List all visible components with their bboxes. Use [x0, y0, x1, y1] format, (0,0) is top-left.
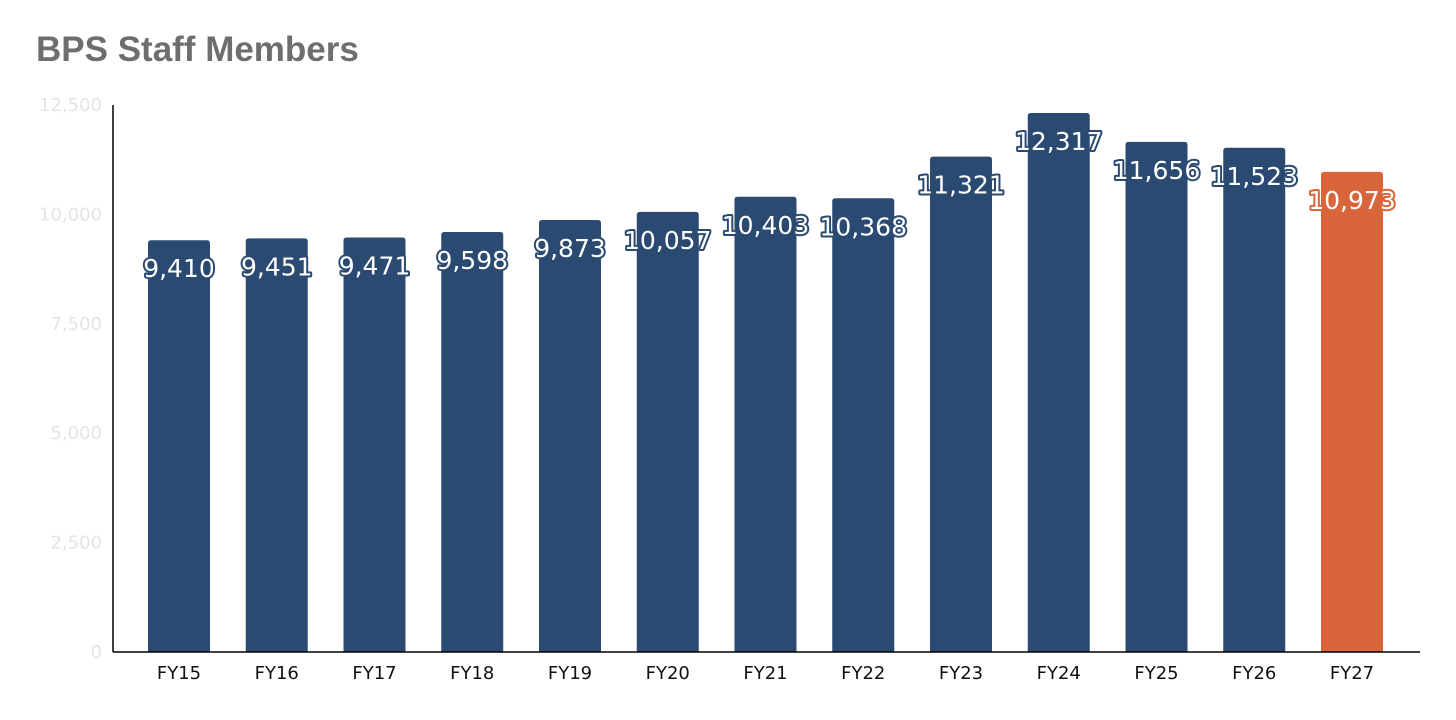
- data-label: 10,057: [624, 226, 711, 255]
- data-label: 9,471: [339, 252, 411, 281]
- y-tick-label: 2,500: [50, 533, 102, 554]
- x-tick-label: FY15: [157, 663, 201, 684]
- data-label: 12,317: [1015, 127, 1102, 156]
- x-tick-label: FY27: [1330, 663, 1374, 684]
- bars: [148, 113, 1383, 653]
- y-tick-label: 10,000: [39, 204, 102, 225]
- y-tick-label: 12,500: [39, 95, 102, 116]
- data-label: 9,598: [436, 246, 508, 275]
- bar: [930, 156, 992, 653]
- x-tick-label: FY20: [646, 663, 690, 684]
- bar: [636, 211, 699, 652]
- bar: [441, 231, 504, 652]
- bar: [343, 237, 406, 652]
- x-tick-label: FY25: [1134, 663, 1178, 684]
- bar: [1125, 141, 1188, 652]
- bar: [1027, 113, 1090, 653]
- y-tick-label: 5,000: [50, 423, 102, 444]
- bar: [734, 196, 797, 653]
- x-tick-label: FY22: [841, 663, 885, 684]
- x-tick-label: FY17: [352, 663, 396, 684]
- bar: [1223, 147, 1286, 652]
- y-tick-label: 7,500: [50, 314, 102, 335]
- data-label: 11,656: [1113, 156, 1200, 185]
- bar: [832, 198, 895, 652]
- y-tick-label: 0: [91, 642, 102, 663]
- data-label: 11,523: [1211, 162, 1298, 191]
- x-tick-label: FY24: [1037, 663, 1081, 684]
- bar: [1321, 171, 1383, 652]
- data-label: 10,403: [722, 211, 809, 240]
- data-label: 9,451: [241, 252, 313, 281]
- x-tick-label: FY26: [1232, 663, 1276, 684]
- y-axis-ticks: 0 2,500 5,000 7,500 10,000 12,500: [39, 95, 102, 663]
- x-tick-label: FY18: [450, 663, 494, 684]
- chart-title: BPS Staff Members: [36, 30, 359, 69]
- data-label: 9,873: [534, 234, 606, 263]
- x-tick-label: FY21: [743, 663, 787, 684]
- data-label: 11,321: [917, 171, 1004, 200]
- bar: [245, 238, 308, 652]
- data-label: 9,410: [143, 254, 215, 283]
- data-labels: 9,410 9,451 9,471 9,598 9,873 10,057 10,403 10,…: [141, 125, 1398, 285]
- data-label: 10,973: [1308, 186, 1395, 215]
- bar: [148, 240, 210, 653]
- x-tick-label: FY23: [939, 663, 983, 684]
- data-label: 10,368: [820, 212, 907, 241]
- x-tick-label: FY19: [548, 663, 592, 684]
- x-tick-label: FY16: [255, 663, 299, 684]
- x-axis-ticks: FY15 FY16 FY17 FY18 FY19 FY20 FY21 FY22 FY23 FY24…: [157, 663, 1374, 684]
- bar: [539, 219, 601, 652]
